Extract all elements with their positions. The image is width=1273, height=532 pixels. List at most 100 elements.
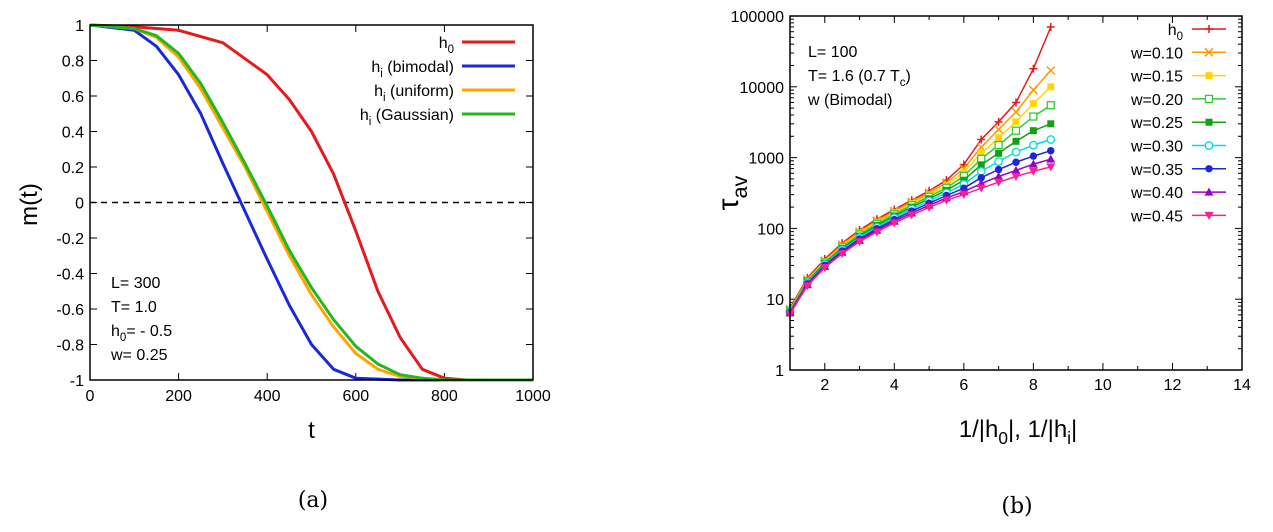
y-tick-label: 10	[766, 292, 784, 309]
series-line	[89, 23, 533, 382]
data-point	[941, 196, 951, 205]
data-point	[1029, 112, 1038, 121]
x-tick-label: 8	[1029, 377, 1038, 394]
panel-b-annotation: L= 100 T= 1.6 (0.7 Tc​) w (Bimodal)	[807, 44, 911, 109]
panel-b-legend: h0​ w=0.10 w=0.15 w=0.20 w=0.25 w=0.30 w=0.35 w…	[1130, 22, 1226, 225]
series-line	[789, 166, 1051, 315]
y-tick-label: 10000	[740, 80, 785, 97]
y-tick-label: -0.6	[56, 302, 84, 319]
x-tick-label: 200	[165, 388, 192, 405]
data-point	[959, 191, 969, 200]
series-w=0.15	[786, 83, 1055, 314]
data-point	[994, 157, 1003, 166]
legend-label: w=0.45	[1130, 208, 1183, 225]
data-point	[1046, 154, 1056, 163]
data-point	[1047, 147, 1055, 155]
data-point	[1012, 158, 1020, 166]
data-point	[1011, 173, 1021, 182]
y-tick-label: 0.8	[62, 54, 84, 71]
annotation-line: L= 100	[808, 44, 857, 61]
data-point	[994, 178, 1004, 187]
panel-a-legend: h0​ hi​ (bimodal) hi​ (uniform) hi​ (Gaussi…	[360, 35, 515, 128]
panel-a-y-axis-label: m(t)	[16, 183, 43, 226]
panel-b-y-axis-label: τav​	[712, 175, 752, 210]
x-tick-label: 400	[254, 388, 281, 405]
data-point	[1046, 101, 1055, 110]
data-point	[977, 135, 986, 144]
panel-a-ticks: 0 200 400 600 800 1000 1 0.8 0.6 0.4 0.2 0 -0.2 -0.4 -…	[56, 18, 550, 405]
panel-b-ticks: 2 4 6 8 10 12 14 1 10 100 1000 10000 100000	[731, 9, 1251, 394]
panel-a-caption: (a)	[298, 488, 328, 513]
annotation-line: w= 0.25	[110, 347, 168, 364]
x-tick-label: 10	[1094, 377, 1112, 394]
data-point	[1011, 147, 1021, 157]
data-point	[837, 250, 847, 259]
legend-marker	[1204, 141, 1214, 150]
y-tick-label: -1	[70, 373, 84, 390]
data-point	[1012, 98, 1020, 107]
data-point	[1029, 100, 1037, 108]
y-tick-label: 0	[75, 196, 84, 213]
series-line	[789, 123, 1052, 312]
x-tick-label: 6	[959, 377, 968, 394]
legend-marker	[1205, 118, 1213, 126]
legend-label: w=0.25	[1130, 115, 1183, 132]
legend-label: hi​ (Gaussian)	[360, 107, 454, 128]
data-point	[976, 184, 986, 193]
legend-label: w=0.15	[1130, 69, 1183, 86]
data-point	[889, 219, 899, 228]
x-tick-label: 800	[431, 388, 458, 405]
data-point	[977, 154, 986, 164]
panel-a-series	[89, 23, 533, 382]
annotation-line: T= 1.0	[111, 299, 157, 316]
data-point	[995, 149, 1003, 157]
panel-a-plot-frame	[89, 24, 534, 381]
x-tick-label: 2	[820, 377, 829, 394]
data-point	[1047, 83, 1055, 91]
y-tick-label: 1	[775, 363, 784, 380]
legend-marker	[1205, 165, 1213, 173]
series-line	[789, 104, 1052, 311]
y-tick-label: 1	[75, 18, 84, 35]
x-tick-label: 600	[342, 388, 369, 405]
annotation-line: w (Bimodal)	[807, 92, 892, 109]
legend-marker	[1204, 94, 1214, 104]
data-point	[995, 134, 1003, 142]
data-point	[1047, 120, 1055, 128]
data-point	[994, 165, 1003, 174]
legend-label: w=0.20	[1130, 92, 1183, 109]
legend-marker	[1205, 25, 1213, 33]
legend-label: w=0.35	[1130, 162, 1183, 179]
x-tick-label: 14	[1233, 377, 1251, 394]
data-point	[977, 149, 985, 157]
data-point	[1028, 167, 1038, 176]
data-point	[994, 124, 1004, 134]
annotation-line: h0​= - 0.5	[111, 323, 172, 344]
panel-a: 0 200 400 600 800 1000 1 0.8 0.6 0.4 0.2 0 -0.2 -0.4 -…	[16, 18, 551, 513]
data-point	[994, 140, 1003, 150]
y-tick-label: 0.6	[62, 89, 84, 106]
data-point	[1029, 64, 1038, 73]
y-tick-label: 0.2	[62, 160, 84, 177]
series-line	[789, 26, 1052, 309]
legend-marker	[1204, 211, 1214, 220]
y-tick-label: -0.8	[56, 338, 84, 355]
legend-label: w=0.40	[1130, 185, 1183, 202]
legend-label: h0​	[1168, 22, 1183, 43]
legend-label: w=0.10	[1130, 45, 1183, 62]
data-point	[1029, 140, 1038, 150]
data-point	[802, 282, 812, 291]
x-tick-label: 4	[890, 377, 899, 394]
series-line	[789, 70, 1052, 310]
legend-marker	[1204, 47, 1214, 57]
legend-label: hi​ (uniform)	[374, 83, 454, 104]
legend-label: w=0.30	[1130, 139, 1183, 156]
y-tick-label: 0.4	[62, 125, 84, 142]
data-point	[1012, 137, 1020, 145]
y-tick-label: 100000	[731, 9, 784, 26]
series-line	[89, 23, 533, 382]
series-line	[89, 23, 533, 382]
data-point	[1046, 22, 1055, 31]
data-point	[1011, 165, 1021, 174]
